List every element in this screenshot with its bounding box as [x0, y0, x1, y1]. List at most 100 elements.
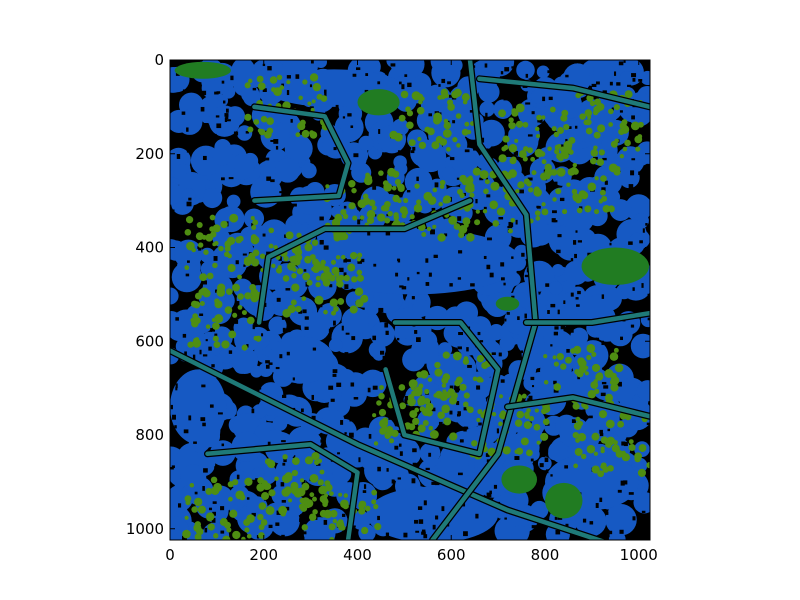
- background-speck: [641, 510, 646, 514]
- tree: [340, 254, 346, 260]
- open-ground-blob: [241, 84, 260, 104]
- tree: [214, 314, 224, 324]
- tree: [406, 110, 414, 117]
- tree: [541, 408, 548, 415]
- tree: [571, 188, 578, 195]
- tree: [443, 417, 452, 426]
- tree: [575, 416, 581, 422]
- background-speck: [425, 282, 430, 286]
- background-speck: [414, 519, 419, 524]
- background-speck: [530, 458, 534, 462]
- tree: [250, 216, 255, 221]
- background-speck: [283, 458, 287, 463]
- background-speck: [209, 404, 214, 408]
- tree: [559, 146, 566, 153]
- background-speck: [198, 246, 202, 251]
- background-speck: [377, 515, 380, 521]
- background-speck: [228, 177, 234, 180]
- open-ground-blob: [368, 341, 386, 359]
- background-speck: [286, 90, 290, 96]
- tree: [295, 254, 303, 261]
- road-south-loop: [383, 320, 501, 457]
- tree: [311, 99, 316, 104]
- background-speck: [319, 239, 324, 245]
- background-speck: [280, 482, 285, 487]
- background-speck: [389, 352, 395, 356]
- tree: [301, 524, 309, 531]
- background-speck: [613, 71, 617, 76]
- tree: [482, 209, 488, 214]
- tree: [205, 487, 213, 495]
- background-speck: [372, 385, 378, 390]
- background-speck: [187, 260, 190, 263]
- background-speck: [425, 467, 430, 471]
- tree: [244, 292, 252, 300]
- background-speck: [417, 104, 421, 109]
- tree: [393, 214, 400, 221]
- background-speck: [368, 433, 372, 439]
- background-speck: [593, 156, 598, 160]
- background-speck: [364, 422, 369, 427]
- background-speck: [261, 333, 264, 337]
- background-speck: [566, 348, 570, 353]
- tree: [322, 266, 330, 273]
- road-west-ring: [256, 198, 473, 325]
- background-speck: [185, 273, 190, 277]
- tree: [563, 123, 570, 131]
- tree: [312, 509, 318, 515]
- tree: [577, 432, 587, 442]
- background-speck: [508, 221, 514, 227]
- tree: [610, 383, 619, 392]
- background-speck: [556, 249, 561, 254]
- background-speck: [486, 264, 491, 270]
- tree: [253, 119, 260, 125]
- tree: [311, 239, 319, 246]
- tree: [257, 477, 264, 484]
- background-speck: [199, 313, 204, 316]
- tree: [356, 274, 364, 282]
- open-ground-blob: [181, 484, 197, 500]
- background-speck: [175, 383, 178, 389]
- background-speck: [489, 490, 492, 495]
- open-ground-blob: [560, 375, 587, 402]
- background-speck: [203, 122, 209, 128]
- background-speck: [519, 189, 524, 194]
- background-speck: [214, 91, 219, 95]
- background-speck: [221, 443, 225, 447]
- tree: [515, 120, 524, 128]
- tree: [309, 473, 319, 483]
- tree: [268, 243, 274, 249]
- background-speck: [452, 120, 456, 124]
- background-speck: [252, 324, 255, 330]
- tree: [428, 425, 434, 431]
- open-ground-blob: [268, 316, 287, 335]
- tree: [241, 310, 247, 316]
- tree: [409, 214, 415, 220]
- background-speck: [520, 350, 524, 354]
- background-speck: [574, 125, 578, 129]
- tree: [498, 154, 507, 163]
- background-speck: [632, 287, 635, 291]
- background-speck: [646, 422, 650, 426]
- tree: [348, 180, 356, 188]
- open-ground-blob: [269, 60, 284, 75]
- tree: [291, 247, 298, 254]
- tree: [607, 205, 615, 213]
- background-speck: [353, 396, 359, 400]
- background-speck: [434, 182, 439, 188]
- background-speck: [632, 78, 636, 82]
- tree: [286, 80, 291, 85]
- tree: [484, 179, 490, 185]
- background-speck: [316, 463, 321, 466]
- background-speck: [511, 295, 515, 298]
- open-ground-blob: [548, 281, 563, 295]
- background-speck: [416, 271, 420, 275]
- open-ground-blob: [504, 306, 533, 335]
- tree: [464, 121, 470, 127]
- tree: [575, 438, 580, 443]
- open-ground-blob: [284, 134, 313, 163]
- tree: [590, 381, 599, 389]
- tree: [329, 298, 338, 307]
